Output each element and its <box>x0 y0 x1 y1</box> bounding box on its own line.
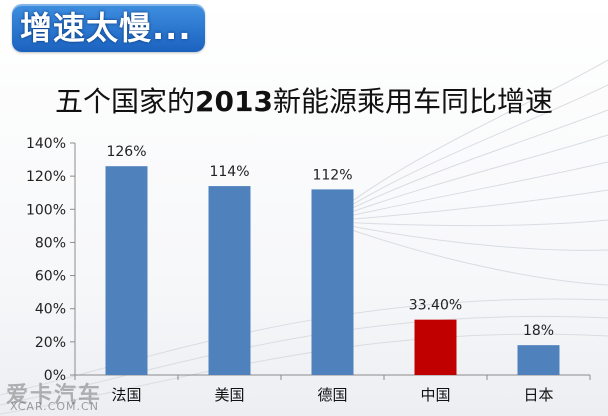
category-label: 中国 <box>420 386 450 404</box>
chart-title: 五个国家的2013新能源乘用车同比增速 <box>0 80 608 120</box>
y-tick-label: 20% <box>35 335 66 351</box>
bar <box>105 166 148 375</box>
y-tick-label: 40% <box>35 302 66 318</box>
chart-title-suffix: 新能源乘用车同比增速 <box>272 85 553 118</box>
bar <box>517 345 560 375</box>
category-label: 法国 <box>111 386 141 404</box>
chart-title-prefix: 五个国家的 <box>55 85 196 118</box>
category-label: 德国 <box>317 386 347 404</box>
data-label: 112% <box>312 167 352 183</box>
data-label: 126% <box>106 144 146 160</box>
data-label: 18% <box>523 323 554 339</box>
y-tick-label: 60% <box>35 269 66 285</box>
watermark-logo: 爱卡汽车 <box>6 383 103 408</box>
y-tick-label: 0% <box>44 368 66 384</box>
chart-title-year: 2013 <box>195 85 273 118</box>
bar <box>414 319 457 375</box>
bar <box>311 189 354 375</box>
headline-banner: 增速太慢... <box>12 4 206 52</box>
y-tick-label: 80% <box>35 235 66 251</box>
y-tick-label: 140% <box>26 136 66 152</box>
data-label: 33.40% <box>409 298 462 314</box>
data-label: 114% <box>209 164 249 180</box>
category-label: 美国 <box>214 386 244 404</box>
category-label: 日本 <box>523 386 553 404</box>
bar <box>208 186 251 375</box>
y-tick-label: 100% <box>26 202 66 218</box>
y-tick-label: 120% <box>26 169 66 185</box>
watermark-url: XCAR.COM.CN <box>10 400 99 413</box>
